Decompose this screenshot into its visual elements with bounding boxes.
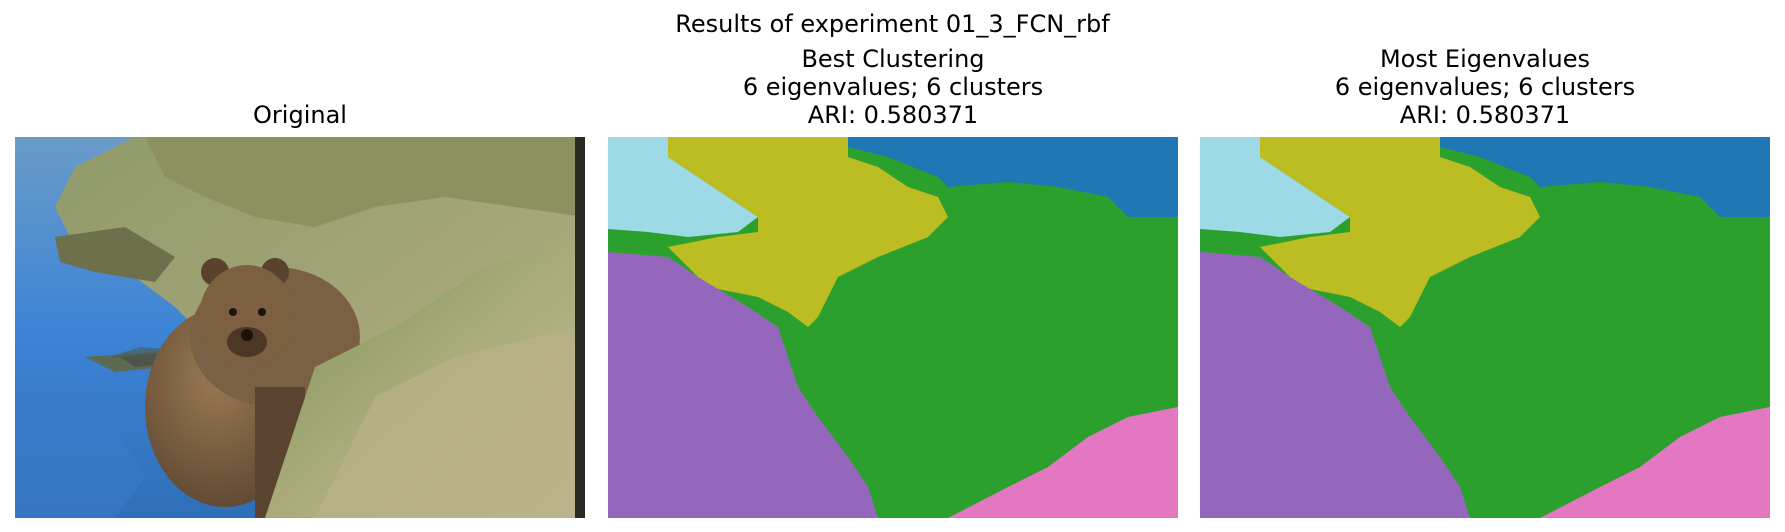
segmentation-best-clustering <box>608 137 1178 518</box>
panel-title-best-clustering: Best Clustering 6 eigenvalues; 6 cluster… <box>608 45 1178 129</box>
panel-title-line: ARI: 0.580371 <box>1399 101 1571 129</box>
panel-title-line: ARI: 0.580371 <box>807 101 979 129</box>
segmentation-most-eigenvalues <box>1200 137 1770 518</box>
bear-photo <box>15 137 585 518</box>
panel-title-line: Original <box>253 101 347 129</box>
cluster-map <box>1200 137 1770 518</box>
panel-title-most-eigenvalues: Most Eigenvalues 6 eigenvalues; 6 cluste… <box>1200 45 1770 129</box>
panel-title-line: Best Clustering <box>801 45 985 73</box>
panel-title-line: Most Eigenvalues <box>1379 45 1591 73</box>
panel-title-line: 6 eigenvalues; 6 clusters <box>742 73 1044 101</box>
panel-title-original: Original <box>15 101 585 129</box>
figure-title: Results of experiment 01_3_FCN_rbf <box>675 10 1110 38</box>
cluster-map <box>608 137 1178 518</box>
original-image <box>15 137 585 518</box>
panel-title-line: 6 eigenvalues; 6 clusters <box>1334 73 1636 101</box>
